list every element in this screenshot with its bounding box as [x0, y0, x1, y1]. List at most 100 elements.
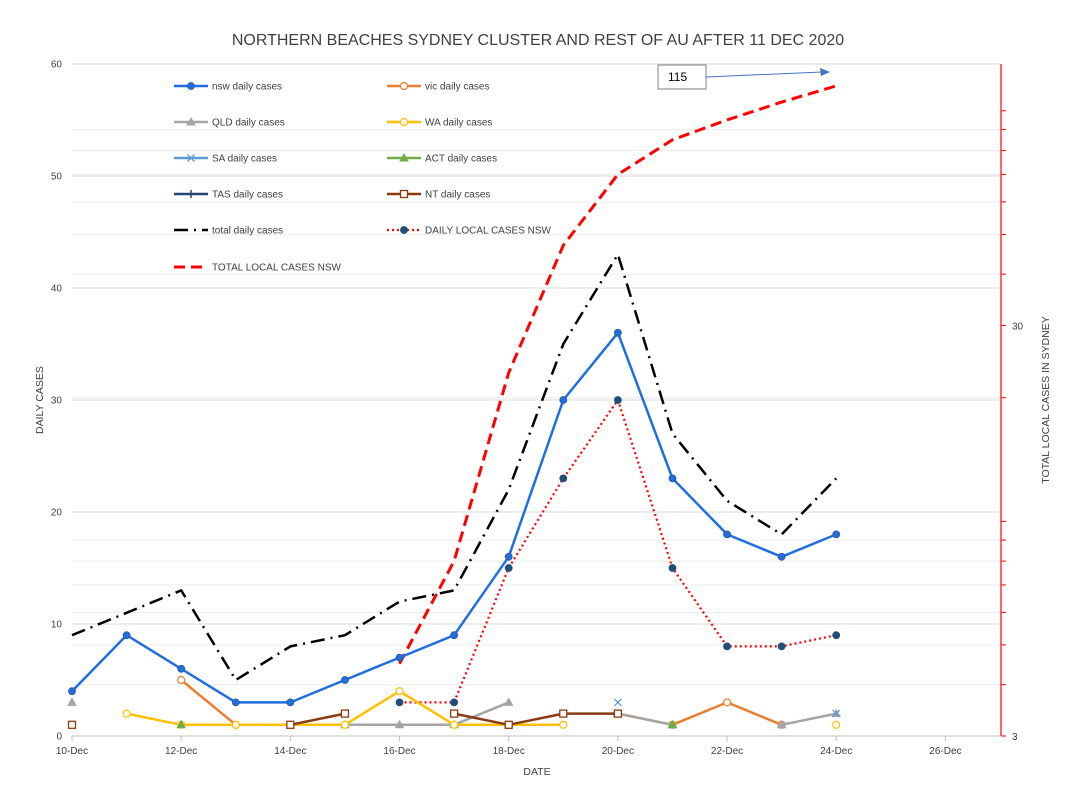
legend-entry: nsw daily cases — [174, 82, 282, 93]
x-tick-label: 16-Dec — [383, 746, 415, 757]
series-total-daily-cases — [71, 253, 838, 682]
legend-entry: WA daily cases — [387, 118, 492, 129]
legend: nsw daily cases vic daily cases QLD daily … — [174, 82, 552, 274]
data-point — [340, 709, 350, 718]
annotation-text: 115 — [668, 70, 687, 84]
annotation-box — [657, 64, 707, 90]
data-point — [231, 698, 240, 707]
data-point — [231, 720, 240, 729]
series-act-daily-cases — [176, 719, 678, 729]
axes: 0 10 20 30 40 50 60 10-Dec 12-Dec 14-Dec 16-Dec 18-… — [51, 60, 1024, 758]
y2-tick-label: 30 — [1012, 321, 1024, 332]
data-point — [395, 698, 404, 707]
legend-label: QLD daily cases — [212, 118, 285, 129]
data-point — [503, 697, 514, 706]
x-tick-label: 18-Dec — [493, 746, 525, 757]
data-point — [449, 709, 459, 718]
data-point — [832, 709, 841, 718]
legend-label: TOTAL LOCAL CASES NSW — [212, 263, 341, 274]
data-point — [395, 653, 404, 662]
data-point — [67, 720, 77, 729]
y-tick-label: 10 — [51, 620, 63, 631]
series-nsw-daily-cases — [68, 328, 841, 707]
data-point — [832, 720, 841, 729]
data-point — [723, 530, 731, 539]
data-point — [613, 698, 622, 707]
data-point — [559, 396, 568, 404]
data-point — [559, 474, 568, 483]
legend-marker — [186, 116, 196, 126]
legend-entry: SA daily cases — [174, 154, 277, 165]
annotation-callout: 115 — [657, 64, 830, 90]
data-point — [122, 709, 131, 718]
legend-label: ACT daily cases — [425, 154, 497, 165]
legend-marker — [187, 82, 195, 90]
y-tick-label: 40 — [51, 284, 63, 295]
data-point — [341, 676, 349, 684]
series-line — [398, 84, 837, 665]
series-sa-daily-cases — [613, 698, 841, 718]
data-point — [722, 698, 732, 707]
y-tick-label: 60 — [51, 60, 63, 71]
x-tick-label: 12-Dec — [165, 746, 197, 757]
legend-entry: NT daily cases — [387, 190, 490, 201]
x-tick-label: 10-Dec — [56, 746, 88, 757]
y-axis-label: DAILY CASES — [34, 366, 46, 434]
chart-title: NORTHERN BEACHES SYDNEY CLUSTER AND REST… — [232, 32, 844, 49]
y-tick-label: 20 — [51, 508, 63, 519]
data-point — [450, 631, 459, 640]
data-point — [613, 709, 623, 718]
legend-entry: TAS daily cases — [174, 190, 283, 201]
legend-label: DAILY LOCAL CASES NSW — [425, 226, 552, 237]
y-tick-label: 50 — [51, 172, 63, 183]
legend-label: nsw daily cases — [212, 82, 282, 93]
x-tick-label: 26-Dec — [929, 746, 961, 757]
legend-entry: ACT daily cases — [387, 152, 497, 165]
gridlines — [72, 63, 1000, 686]
data-point — [450, 698, 459, 707]
data-point — [395, 687, 404, 696]
data-point — [176, 719, 187, 729]
data-point — [832, 631, 841, 640]
legend-entry: QLD daily cases — [174, 116, 285, 129]
series-layer — [67, 84, 842, 729]
series-total-local-cases-nsw — [398, 84, 837, 665]
data-point — [613, 396, 622, 404]
data-point — [394, 719, 405, 729]
annotation-arrow-head — [820, 68, 830, 76]
legend-entry: vic daily cases — [387, 82, 489, 93]
data-point — [504, 720, 513, 729]
legend-label: vic daily cases — [425, 82, 489, 93]
legend-marker — [187, 190, 195, 198]
series-line — [290, 712, 618, 727]
data-point — [777, 642, 786, 651]
series-nt-daily-cases — [67, 709, 623, 729]
data-point — [832, 530, 841, 539]
series-line — [71, 253, 838, 682]
series-line — [344, 701, 837, 727]
legend-entry: TOTAL LOCAL CASES NSW — [174, 263, 341, 274]
data-point — [776, 719, 787, 729]
x-tick-label: 24-Dec — [820, 746, 852, 757]
legend-marker — [399, 117, 409, 127]
data-point — [68, 687, 76, 696]
data-point — [777, 552, 786, 561]
x-tick-label: 14-Dec — [274, 746, 306, 757]
y2-axis-label: TOTAL LOCAL CASES IN SYDNEY — [1040, 316, 1052, 483]
legend-entry: DAILY LOCAL CASES NSW — [387, 226, 552, 237]
data-point — [559, 720, 568, 729]
data-point — [67, 697, 77, 706]
data-point — [340, 720, 350, 729]
legend-label: NT daily cases — [425, 190, 490, 201]
x-axis-label: DATE — [523, 766, 550, 778]
legend-entry: total daily cases — [174, 226, 283, 237]
legend-label: TAS daily cases — [212, 190, 283, 201]
data-point — [286, 698, 295, 707]
data-point — [668, 564, 677, 572]
legend-marker — [399, 152, 409, 162]
x-tick-label: 22-Dec — [711, 746, 743, 757]
data-point — [613, 328, 622, 337]
data-point — [559, 709, 568, 718]
data-point — [177, 664, 186, 673]
